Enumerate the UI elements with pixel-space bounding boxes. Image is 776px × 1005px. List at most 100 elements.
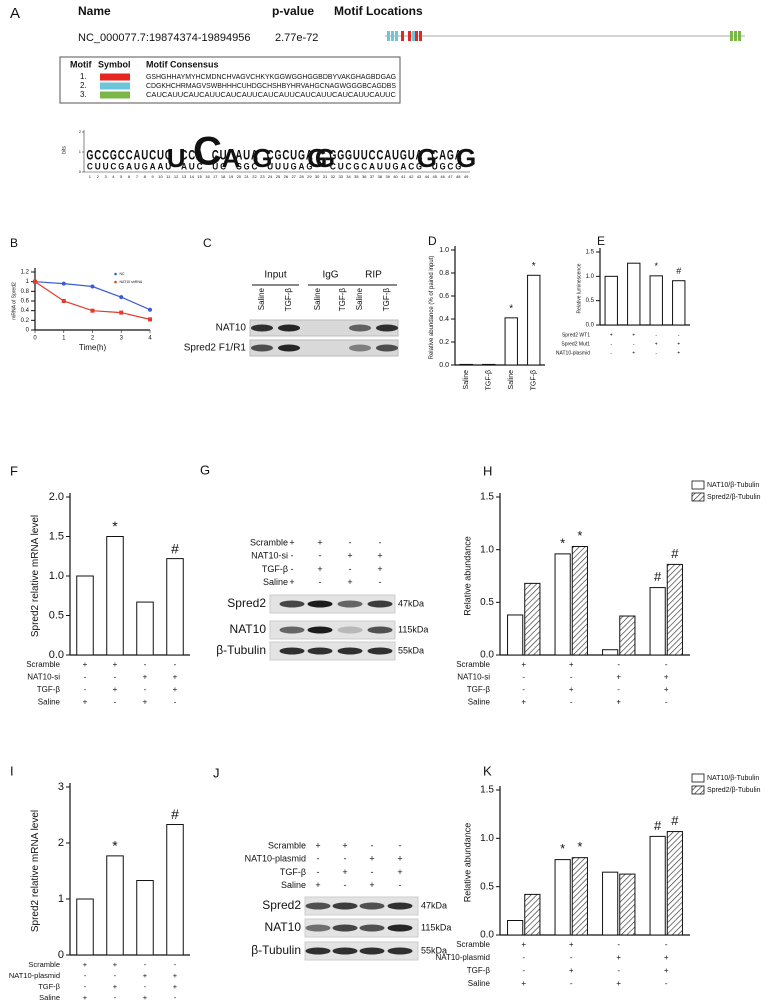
condition-symbol: - [349, 537, 352, 547]
logo-letter: C [447, 161, 453, 171]
condition-name: Saline [39, 993, 60, 1002]
logo-position: 49 [464, 174, 469, 179]
logo-letter: G [337, 147, 344, 163]
y-tick-label: 0 [58, 949, 64, 961]
condition-symbol: - [665, 698, 668, 707]
logo-column: CU [188, 147, 195, 172]
y-tick-label: 0.0 [49, 649, 64, 661]
condition-name: TGF-β [280, 867, 306, 877]
blot-band [337, 600, 363, 608]
logo-letter: C [369, 147, 376, 163]
logo-position: 31 [323, 174, 328, 179]
condition-symbol: + [113, 982, 118, 991]
point [33, 279, 37, 284]
blot-band [359, 947, 385, 955]
blot-band [279, 600, 305, 608]
condition-symbol: + [113, 685, 118, 694]
logo-position: 16 [205, 174, 210, 179]
y-tick-label: 1.5 [49, 530, 64, 542]
condition-symbol: + [315, 880, 320, 890]
y-tick-label: 1.5 [480, 492, 494, 503]
logo-position: 8 [144, 174, 147, 179]
condition-symbol: + [632, 350, 635, 356]
significance-mark: # [171, 806, 179, 822]
bar [166, 558, 184, 656]
logo-letter: G [447, 147, 454, 163]
condition-symbol: - [570, 673, 573, 682]
blot-band [307, 600, 333, 608]
logo-letter: C [282, 147, 289, 163]
condition-symbol: - [633, 341, 635, 347]
condition-name: Saline [468, 979, 491, 988]
logo-column: GU [275, 147, 282, 172]
significance-mark: * [654, 261, 658, 271]
condition-symbol: - [114, 993, 117, 1002]
condition-symbol: - [655, 332, 657, 338]
condition-symbol: + [113, 660, 118, 669]
condition-symbol: + [173, 971, 178, 980]
lane-label: Saline [313, 287, 322, 310]
logo-column: G [307, 143, 327, 173]
bar [619, 873, 636, 936]
logo-letter: A [455, 147, 462, 163]
blot-band [387, 902, 413, 910]
condition-symbol: + [113, 960, 118, 969]
logo-column: CU [282, 147, 289, 172]
condition-symbol: + [616, 698, 621, 707]
condition-symbol: + [397, 867, 402, 877]
legend-label: Spred2/β-Tubulin [707, 494, 761, 501]
condition-name: NAT10-plasmid [556, 350, 590, 356]
logo-letter: U [275, 161, 281, 171]
condition-symbol: - [379, 577, 382, 587]
legend-swatch [691, 773, 705, 783]
legend-swatch [691, 785, 705, 795]
legend-swatch [691, 492, 705, 502]
motif-table-header: Symbol [98, 59, 131, 69]
panel-label: A [10, 5, 20, 22]
logo-position: 33 [338, 174, 343, 179]
group-label: IgG [322, 270, 338, 281]
logo-column: CA [126, 147, 133, 172]
logo-position: 35 [354, 174, 359, 179]
condition-symbol: + [616, 953, 621, 962]
motif-symbol [100, 73, 130, 81]
condition-symbol: - [522, 673, 525, 682]
logo-column: CU [94, 147, 101, 172]
condition-symbol: + [664, 685, 669, 694]
logo-letter: U [408, 147, 415, 163]
motif-consensus: CDGKHCHRMAGVSWBHHHCUHDGCHSHBYHRVAHGCNAGW… [146, 81, 396, 90]
logo-letter: G [291, 161, 297, 171]
blot-band [305, 902, 331, 910]
logo-letter: U [212, 161, 218, 171]
blot-band [251, 344, 273, 352]
condition-symbol: + [664, 953, 669, 962]
condition-symbol: - [522, 953, 525, 962]
significance-mark: # [654, 818, 662, 833]
condition-symbol: + [342, 867, 347, 877]
logo-letter: G [252, 143, 272, 173]
condition-symbol: - [617, 966, 620, 975]
condition-symbol: - [317, 854, 320, 864]
condition-symbol: - [665, 660, 668, 669]
logo-letter: A [369, 161, 375, 171]
condition-symbol: + [173, 982, 178, 991]
condition-symbol: - [144, 685, 147, 694]
logo-column: CA [369, 147, 376, 172]
condition-symbol: + [655, 341, 658, 347]
condition-name: Spred2 Mut1 [561, 341, 590, 347]
condition-symbol: - [144, 960, 147, 969]
logo-column: GC [329, 147, 336, 172]
logo-letter: A [133, 147, 140, 163]
y-axis-label: Relative abundance [462, 823, 472, 903]
bar [482, 363, 496, 366]
motif-number: 3. [80, 90, 87, 99]
bar [136, 601, 154, 656]
motif-block [412, 31, 415, 41]
panel-label: J [213, 765, 220, 780]
logo-column: G [252, 143, 272, 173]
lane-label: TGF-β [284, 288, 293, 312]
y-tick-label: 0.2 [21, 318, 30, 324]
blot-size-label: 47kDa [398, 598, 424, 608]
motif-block [408, 31, 411, 41]
logo-column: UC [408, 147, 415, 172]
